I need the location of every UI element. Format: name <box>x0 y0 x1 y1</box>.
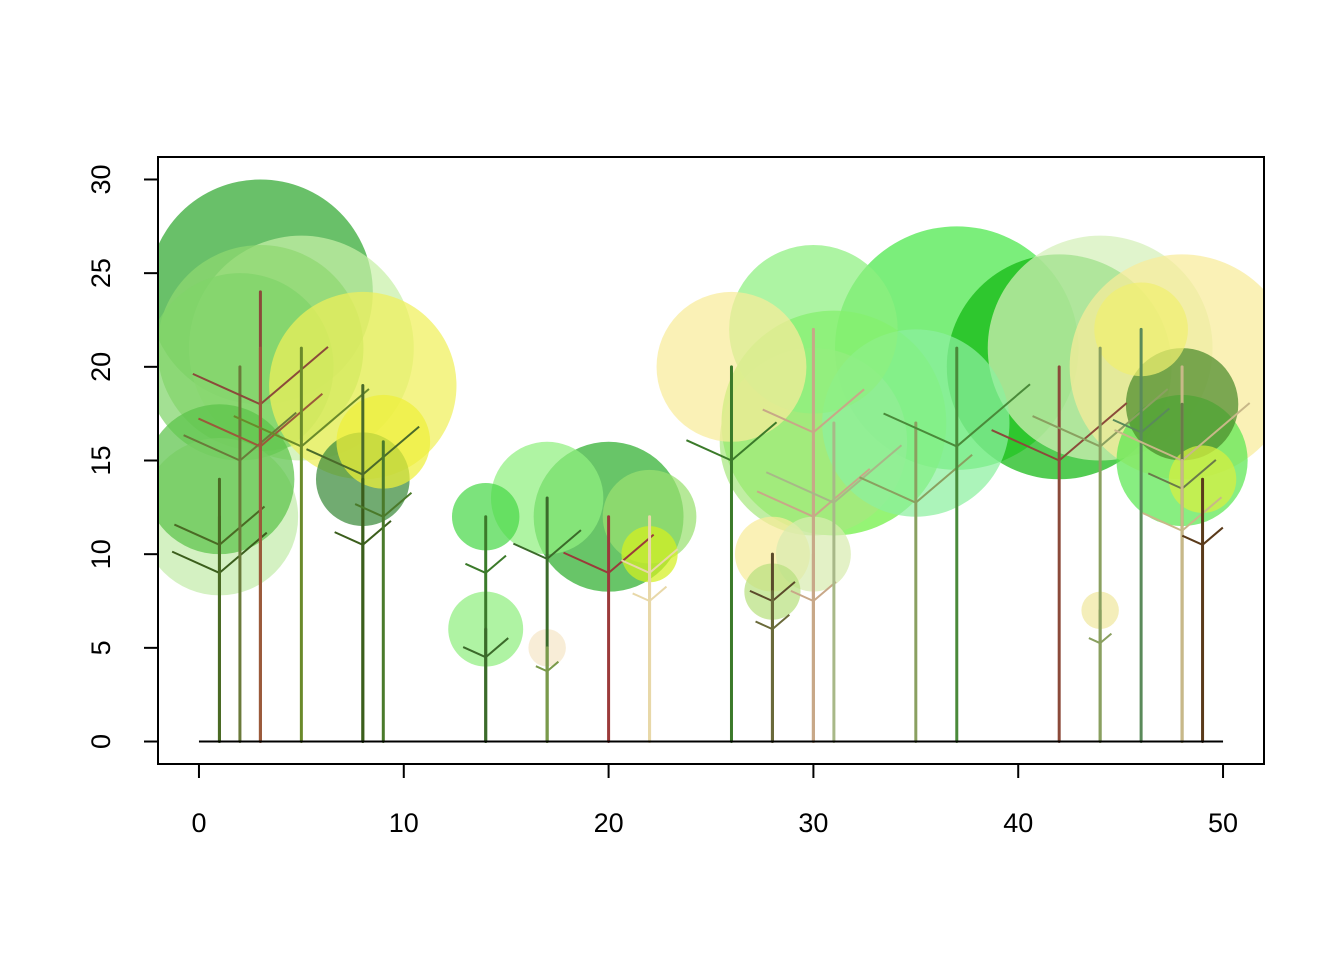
tree-branch-left <box>563 551 610 574</box>
tree-branch-left <box>755 620 773 631</box>
tree-branch-right <box>485 554 507 574</box>
tree-branch-right <box>771 581 796 602</box>
tree-branch-left <box>306 448 364 476</box>
tree-branch-right <box>1058 402 1128 462</box>
tree-branch-right <box>648 548 679 574</box>
tree-branch-left <box>686 439 732 462</box>
tree-branch-left <box>883 412 958 448</box>
tree-branch-right <box>915 454 973 504</box>
tree-branch-right <box>546 660 560 673</box>
x-tick-label: 20 <box>594 808 624 838</box>
y-tick-label: 20 <box>86 352 116 382</box>
tree-branch-right <box>239 411 297 462</box>
tree-branch-left <box>765 471 835 504</box>
tree-branch-right <box>1181 459 1217 490</box>
tree-branch-left <box>1114 429 1183 462</box>
tree-branch-right <box>1099 388 1169 448</box>
x-axis: 0 10 20 30 40 50 <box>191 763 1238 838</box>
tree-branch-left <box>462 646 487 659</box>
tree-branch-left <box>632 592 650 602</box>
tree-branch-right <box>812 581 837 602</box>
tree-branch-left <box>1142 512 1183 532</box>
tree-branch-left <box>762 408 814 434</box>
tree-branch-left <box>535 665 548 673</box>
tree-branch-right <box>1140 407 1170 434</box>
tree-branch-left <box>198 417 261 448</box>
tree-branch-left <box>1112 418 1142 434</box>
y-tick-label: 15 <box>86 445 116 475</box>
tree-branch-left <box>171 550 220 574</box>
y-tick-label: 25 <box>86 258 116 288</box>
tree-branch-left <box>173 523 220 546</box>
y-tick-label: 30 <box>86 164 116 194</box>
tree-branch-right <box>730 421 778 462</box>
tree-branch-right <box>218 531 268 574</box>
tree-branch-right <box>812 388 865 434</box>
tree-branch-right <box>1181 402 1251 462</box>
tree-branch-left <box>334 531 364 546</box>
tree-branch-left <box>512 542 548 560</box>
tree-branch-left <box>620 559 650 574</box>
tree-branch-right <box>362 520 392 546</box>
tree-branch-right <box>648 585 668 602</box>
tree-branch-left <box>183 434 241 462</box>
tree-branch-left <box>756 490 814 518</box>
tree-branch-right <box>259 346 329 406</box>
y-tick-label: 0 <box>86 734 116 749</box>
tree-branch-left <box>1147 472 1183 490</box>
y-axis: 0 5 10 15 20 25 30 <box>86 164 159 749</box>
x-tick-label: 40 <box>1003 808 1033 838</box>
tree-branch-right <box>362 425 420 476</box>
tree-branch-left <box>233 415 302 448</box>
tree-branch-left <box>1088 637 1101 645</box>
x-tick-label: 10 <box>389 808 419 838</box>
tree-branch-right <box>771 613 790 630</box>
tree-branch-right <box>259 393 324 448</box>
tree-branch-left <box>465 562 487 574</box>
y-tick-label: 10 <box>86 539 116 569</box>
x-tick-label: 50 <box>1208 808 1238 838</box>
tree-layer <box>158 179 1264 744</box>
tree-branch-left <box>192 372 261 406</box>
tree-branch-right <box>1201 526 1224 546</box>
tree-branch-right <box>485 637 509 658</box>
tree-branch-right <box>956 383 1031 448</box>
tree-branch-right <box>300 388 370 448</box>
tree-branch-right <box>833 444 903 504</box>
x-tick-label: 30 <box>798 808 828 838</box>
tree-branch-left <box>1181 534 1203 546</box>
x-tick-label: 0 <box>191 808 206 838</box>
tree-branch-left <box>790 589 814 602</box>
tree-branch-left <box>1032 415 1101 448</box>
tree-branch-right <box>607 533 655 574</box>
tree-branch-right <box>382 492 413 518</box>
y-tick-label: 5 <box>86 640 116 655</box>
tree-branch-right <box>546 529 582 560</box>
tree-branch-left <box>859 476 917 504</box>
tree-branch-right <box>218 505 266 546</box>
tree-branch-left <box>354 503 384 518</box>
tree-branch-left <box>749 589 773 602</box>
tree-branch-right <box>1099 632 1113 644</box>
tree-branch-left <box>991 429 1060 462</box>
